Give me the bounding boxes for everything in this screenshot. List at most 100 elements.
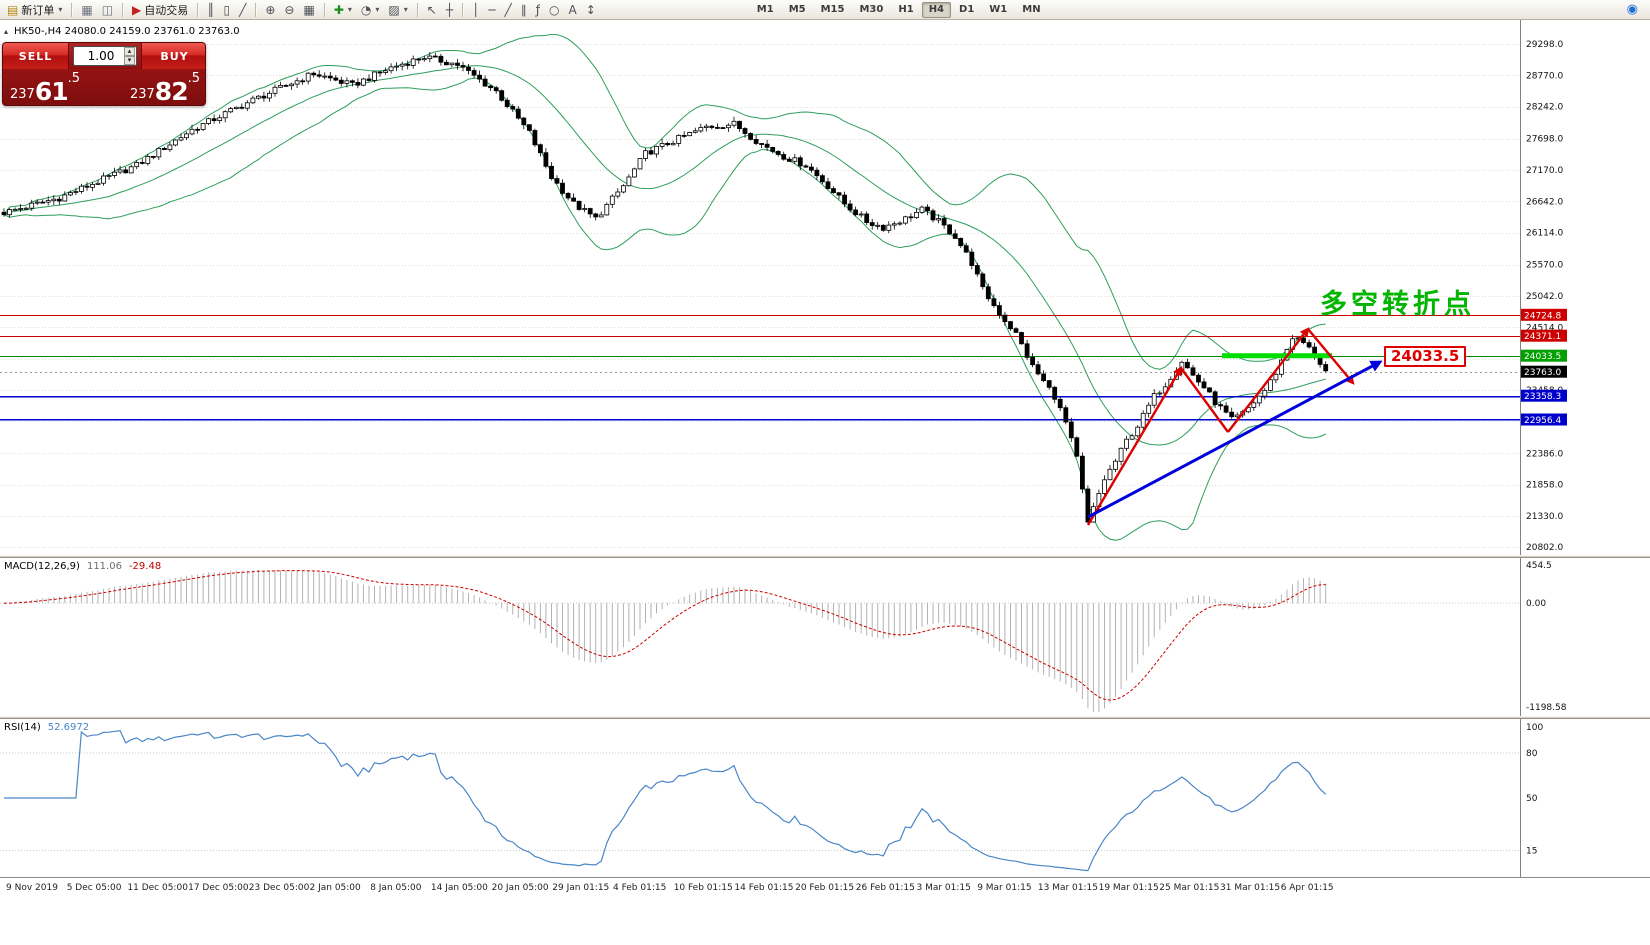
price-axis: 29298.0 28770.0 28242.0 27698.0 27170.0 26642… (1520, 20, 1567, 555)
time-axis-label: 26 Feb 01:15 (855, 883, 915, 893)
volume-input[interactable]: 1.00 ▴ ▾ (73, 46, 137, 66)
zoom-out-button[interactable]: ⊖ (280, 1, 298, 19)
buy-button[interactable]: BUY (141, 43, 205, 69)
timeframe-m15-button[interactable]: M15 (820, 4, 845, 15)
volume-spinner: ▴ ▾ (124, 47, 135, 65)
bar-chart-mode-button[interactable]: ║ (203, 1, 218, 19)
svg-text:-1198.58: -1198.58 (1526, 703, 1567, 713)
channel-button[interactable]: ∥ (517, 1, 531, 19)
autotrading-button[interactable]: ▶ 自动交易 (128, 1, 192, 19)
ask-price[interactable]: 237 82.5 (69, 69, 205, 105)
profile-button[interactable]: ◫ (98, 1, 117, 19)
volume-increase-button[interactable]: ▴ (124, 47, 135, 56)
line-chart-mode-button[interactable]: ╱ (235, 1, 250, 19)
shapes-button[interactable]: ○ (545, 1, 563, 19)
toolbar-separator (122, 2, 124, 17)
dropdown-caret-icon: ▾ (347, 5, 352, 14)
indicators-button[interactable]: ✚ ▾ (330, 1, 356, 19)
macd-canvas[interactable]: 454.5 0.00 -1198.58 (0, 558, 1650, 716)
new-order-button[interactable]: ▤ 新订单 ▾ (3, 1, 66, 19)
svg-text:22386.0: 22386.0 (1526, 449, 1563, 459)
macd-panel[interactable]: 454.5 0.00 -1198.58 MACD(12,26,9) 111.06 -… (0, 558, 1650, 716)
time-axis-label: 14 Jan 05:00 (430, 883, 488, 893)
toolbar-timeframes-group: M1 M5 M15 M30 H1 H4 D1 W1 MN (750, 1, 1048, 18)
time-axis-label: 19 Mar 01:15 (1098, 883, 1159, 893)
svg-text:15: 15 (1526, 847, 1537, 857)
bid-prefix: 237 (10, 87, 35, 102)
toolbar-separator (416, 2, 418, 17)
time-axis-label: 20 Feb 01:15 (795, 883, 855, 893)
grid-toggle-button[interactable]: ▦ (299, 1, 318, 19)
arrows-button[interactable]: ↕ (582, 1, 600, 19)
toolbar-right-group: ◉ (1623, 1, 1647, 19)
text-label-button[interactable]: A (564, 1, 580, 19)
timeframe-m5-button[interactable]: M5 (788, 4, 806, 15)
time-axis-label: 2 Jan 05:00 (309, 883, 361, 893)
collapse-icon[interactable]: ▴ (4, 27, 9, 36)
bid-big-digits: 61 (34, 77, 69, 106)
panel-separator[interactable] (0, 716, 1650, 719)
autotrading-icon: ▶ (132, 2, 142, 17)
red-zigzag-arrow (1086, 365, 1183, 526)
toolbar-separator (462, 2, 464, 17)
timeframe-m30-button[interactable]: M30 (859, 4, 884, 15)
community-button[interactable]: ◉ (1623, 1, 1642, 19)
templates-button[interactable]: ▨ ▾ (384, 1, 411, 19)
macd-value: 111.06 (86, 561, 122, 572)
dropdown-caret-icon: ▾ (58, 5, 63, 14)
red-zigzag-arrow (1180, 367, 1229, 433)
zoom-in-button[interactable]: ⊕ (261, 1, 279, 19)
fibonacci-button[interactable]: ƒ (532, 1, 544, 19)
time-axis-label: 9 Nov 2019 (6, 883, 58, 893)
timeframe-mn-button[interactable]: MN (1022, 4, 1041, 15)
time-axis-label: 29 Jan 01:15 (552, 883, 610, 893)
svg-text:23763.0: 23763.0 (1524, 368, 1561, 378)
toolbar-separator (197, 2, 199, 17)
cursor-icon: ↖ (426, 2, 437, 17)
chart-panel[interactable]: 29298.0 28770.0 28242.0 27698.0 27170.0 26642… (0, 20, 1650, 555)
timeframe-w1-button[interactable]: W1 (989, 4, 1008, 15)
rsi-canvas[interactable]: 100 80 50 15 (0, 719, 1650, 877)
rsi-name: RSI(14) (4, 722, 41, 733)
periods-button[interactable]: ◔ ▾ (357, 1, 384, 19)
candlestick-mode-button[interactable]: ▯ (220, 1, 235, 19)
svg-text:25042.0: 25042.0 (1526, 292, 1563, 302)
horizontal-line-button[interactable]: ─ (484, 1, 499, 19)
crosshair-button[interactable]: ┼ (442, 1, 457, 19)
ask-prefix: 237 (129, 87, 155, 102)
chart-annotations (1086, 327, 1383, 526)
rsi-value: 52.6972 (47, 722, 90, 733)
new-order-button-label: 新订单 (21, 3, 55, 17)
toolbar-separator (323, 2, 325, 17)
volume-value[interactable]: 1.00 (87, 49, 115, 63)
panel-separator[interactable] (0, 555, 1650, 558)
candlesticks (1, 52, 1329, 524)
price-chart-canvas[interactable]: 29298.0 28770.0 28242.0 27698.0 27170.0 26642… (0, 20, 1650, 555)
crosshair-icon: ┼ (445, 2, 454, 17)
toolbar-separator (71, 2, 73, 17)
time-axis-label: 17 Dec 05:00 (188, 883, 249, 893)
toolbar: ▤ 新订单 ▾ ▦ ◫ ▶ 自动交易 ║ ▯ ╱ ⊕ ⊖ ▦ ✚ ▾ ◔ ▾ ▨ ▾ ↖ ┼ │ ─ ╱ ∥ ƒ ○ A ↕ M1 M5 M… (0, 0, 1650, 20)
timeframe-h1-button[interactable]: H1 (898, 4, 914, 15)
indicators-icon: ✚ (333, 2, 344, 17)
cursor-button[interactable]: ↖ (423, 1, 441, 19)
timeframe-d1-button[interactable]: D1 (959, 4, 975, 15)
svg-text:24724.8: 24724.8 (1524, 311, 1561, 321)
timeframe-h4-button[interactable]: H4 (921, 1, 952, 18)
trendline-button[interactable]: ╱ (501, 1, 516, 19)
macd-histogram (9, 569, 1327, 712)
sell-button[interactable]: SELL (3, 43, 69, 69)
vertical-line-button[interactable]: │ (468, 1, 483, 19)
chart-window-button[interactable]: ▦ (77, 1, 96, 19)
toolbar-main-group: ▤ 新订单 ▾ ▦ ◫ ▶ 自动交易 ║ ▯ ╱ ⊕ ⊖ ▦ ✚ ▾ ◔ ▾ ▨ ▾ ↖ ┼ │ ─ ╱ ∥ ƒ ○ A ↕ (3, 1, 600, 19)
volume-decrease-button[interactable]: ▾ (124, 56, 135, 65)
time-axis-label: 4 Feb 01:15 (613, 883, 667, 893)
bid-price[interactable]: 237 61.5 (3, 69, 141, 106)
profile-icon: ◫ (101, 2, 114, 17)
rsi-panel[interactable]: 100 80 50 15 RSI(14) 52.6972 (0, 719, 1650, 877)
svg-text:21858.0: 21858.0 (1526, 481, 1563, 491)
price-axis-tag: 24724.8 (1521, 308, 1567, 321)
timeframe-m1-button[interactable]: M1 (756, 4, 774, 15)
time-axis-label: 10 Feb 01:15 (673, 883, 733, 893)
